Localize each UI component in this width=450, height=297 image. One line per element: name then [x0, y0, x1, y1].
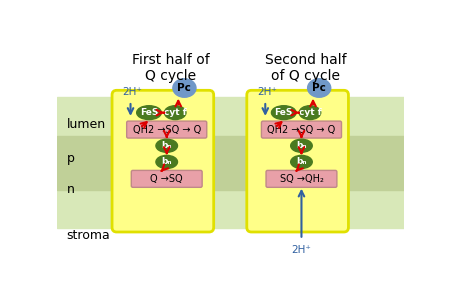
- Ellipse shape: [137, 106, 162, 120]
- Text: n: n: [67, 183, 75, 196]
- Text: 2H⁺: 2H⁺: [292, 245, 311, 255]
- FancyBboxPatch shape: [266, 170, 337, 187]
- Ellipse shape: [299, 106, 321, 120]
- Text: QH2 →SQ → Q: QH2 →SQ → Q: [133, 124, 201, 135]
- FancyBboxPatch shape: [247, 90, 348, 232]
- Ellipse shape: [291, 155, 312, 168]
- Ellipse shape: [291, 139, 312, 152]
- Bar: [58, 97, 404, 228]
- Text: cyt f: cyt f: [164, 108, 187, 117]
- Text: FeS: FeS: [274, 108, 293, 117]
- Text: bₙ: bₙ: [296, 157, 307, 166]
- Ellipse shape: [271, 106, 296, 120]
- Ellipse shape: [156, 155, 177, 168]
- Text: lumen: lumen: [67, 118, 106, 131]
- FancyBboxPatch shape: [127, 121, 207, 138]
- Text: p: p: [67, 152, 75, 165]
- Text: QH2 →SQ → Q: QH2 →SQ → Q: [267, 124, 336, 135]
- Text: SQ →QH₂: SQ →QH₂: [279, 174, 324, 184]
- FancyBboxPatch shape: [131, 170, 202, 187]
- Ellipse shape: [173, 79, 196, 97]
- Text: Pc: Pc: [312, 83, 326, 93]
- Text: Q →SQ: Q →SQ: [150, 174, 183, 184]
- FancyBboxPatch shape: [261, 121, 342, 138]
- Text: stroma: stroma: [67, 229, 110, 242]
- Text: FeS: FeS: [140, 108, 158, 117]
- Text: Pc: Pc: [177, 83, 191, 93]
- Text: 2H⁺: 2H⁺: [257, 87, 277, 97]
- Text: First half of
Q cycle: First half of Q cycle: [132, 53, 209, 83]
- Text: bₙ: bₙ: [162, 157, 172, 166]
- Text: Second half
of Q cycle: Second half of Q cycle: [265, 53, 346, 83]
- Ellipse shape: [156, 139, 177, 152]
- Text: bₙ: bₙ: [296, 141, 307, 150]
- Text: 2H⁺: 2H⁺: [122, 87, 142, 97]
- FancyBboxPatch shape: [112, 90, 214, 232]
- Ellipse shape: [164, 106, 186, 120]
- Bar: [58, 136, 404, 190]
- Ellipse shape: [308, 79, 331, 97]
- Text: bₙ: bₙ: [162, 141, 172, 150]
- Text: cyt f: cyt f: [298, 108, 321, 117]
